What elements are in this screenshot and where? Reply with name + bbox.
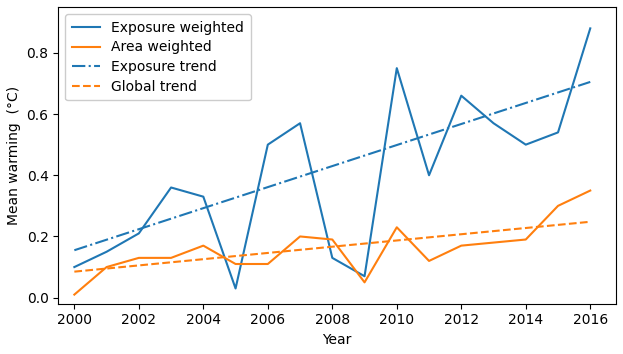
Area weighted xyxy=(586,188,594,193)
Area weighted xyxy=(522,238,530,242)
Exposure weighted xyxy=(232,286,239,291)
Exposure weighted xyxy=(264,143,272,147)
Area weighted xyxy=(328,238,336,242)
Exposure weighted xyxy=(199,195,207,199)
Area weighted xyxy=(393,225,401,229)
Area weighted xyxy=(554,204,562,208)
Area weighted xyxy=(70,292,78,297)
Exposure weighted xyxy=(70,265,78,269)
Exposure weighted xyxy=(393,66,401,70)
Exposure weighted xyxy=(522,143,530,147)
Area weighted xyxy=(426,259,433,263)
Area weighted xyxy=(103,265,110,269)
Exposure weighted xyxy=(426,173,433,177)
Area weighted xyxy=(457,244,465,248)
Exposure weighted xyxy=(586,26,594,30)
Area weighted xyxy=(168,256,175,260)
Exposure weighted xyxy=(168,185,175,190)
Area weighted xyxy=(232,262,239,266)
Exposure weighted xyxy=(297,121,304,125)
Legend: Exposure weighted, Area weighted, Exposure trend, Global trend: Exposure weighted, Area weighted, Exposu… xyxy=(65,14,251,101)
Exposure weighted xyxy=(554,130,562,135)
Area weighted xyxy=(199,244,207,248)
Area weighted xyxy=(361,280,368,285)
Exposure weighted xyxy=(361,274,368,278)
Area weighted xyxy=(297,234,304,239)
Line: Area weighted: Area weighted xyxy=(74,190,590,295)
Area weighted xyxy=(264,262,272,266)
Area weighted xyxy=(135,256,143,260)
Exposure weighted xyxy=(328,256,336,260)
Exposure weighted xyxy=(135,231,143,235)
Exposure weighted xyxy=(457,93,465,98)
Line: Exposure weighted: Exposure weighted xyxy=(74,28,590,289)
Area weighted xyxy=(490,240,497,245)
Exposure weighted xyxy=(103,250,110,254)
X-axis label: Year: Year xyxy=(323,333,352,347)
Y-axis label: Mean warming  (°C): Mean warming (°C) xyxy=(7,86,21,225)
Exposure weighted xyxy=(490,121,497,125)
